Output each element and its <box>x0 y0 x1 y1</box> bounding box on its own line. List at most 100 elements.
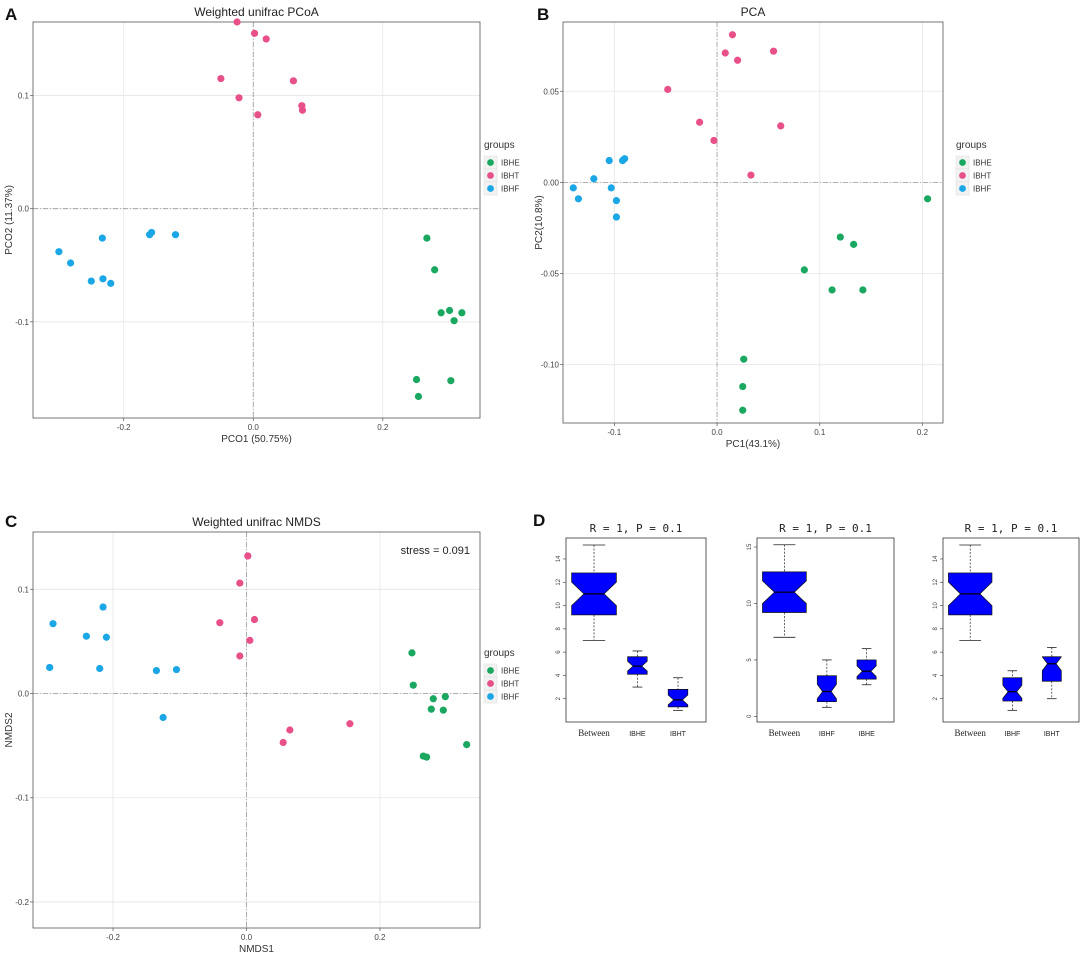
legend-swatch-ibht <box>487 172 494 179</box>
x-axis-label: PCO1 (50.75%) <box>221 434 292 445</box>
y-tick-label: 12 <box>933 578 939 585</box>
legend-swatch-ibht <box>487 680 494 687</box>
point-ibht <box>233 18 241 26</box>
panel-letter: B <box>537 5 549 24</box>
x-tick-label: -0.1 <box>607 428 621 437</box>
legend-title: groups <box>956 140 987 151</box>
y-tick-label: 0.1 <box>18 92 30 101</box>
y-tick-label: -0.10 <box>541 361 560 370</box>
legend-label-ibhe: IBHE <box>973 159 992 168</box>
point-ibht <box>279 738 287 747</box>
category-label: IBHT <box>1044 731 1061 738</box>
y-axis-label: PC2(10.8%) <box>534 195 545 249</box>
y-tick-label: 6 <box>556 650 562 654</box>
point-ibhe <box>412 375 421 384</box>
legend-label-ibhe: IBHE <box>501 667 520 676</box>
point-ibht <box>695 118 704 126</box>
point-ibht <box>664 85 672 94</box>
point-ibhf <box>99 275 107 283</box>
y-tick-label: -0.1 <box>15 794 29 803</box>
point-ibhf <box>46 663 54 672</box>
category-label: IBHT <box>670 731 687 738</box>
point-ibhf <box>107 279 115 287</box>
panel-letter: C <box>5 512 17 531</box>
point-ibht <box>217 74 225 83</box>
box-ibhe <box>856 659 877 680</box>
point-ibhe <box>427 705 435 713</box>
y-tick-label: 10 <box>933 602 939 609</box>
legend-label-ibhe: IBHE <box>501 159 520 168</box>
category-label: IBHF <box>1004 731 1020 738</box>
y-tick-label: 4 <box>933 673 939 677</box>
point-ibht <box>235 94 243 102</box>
boxplot-frame <box>942 537 1080 723</box>
point-ibht <box>236 652 244 660</box>
legend-swatch-ibhf <box>487 693 494 700</box>
point-ibhe <box>423 753 431 761</box>
point-ibhf <box>605 156 613 165</box>
panel-a: A Weighted unifrac PCoA -0.2 0.0 0.2 -0.1 0.0 0… <box>4 5 520 445</box>
point-ibhf <box>49 620 57 628</box>
legend-swatch-ibhe <box>959 159 966 166</box>
point-ibhf <box>607 184 615 192</box>
point-ibhf <box>152 667 161 675</box>
point-ibhf <box>569 184 577 192</box>
y-tick-label: 12 <box>556 578 562 585</box>
panel-letter: D <box>533 511 545 530</box>
boxplot-title: R = 1, P = 0.1 <box>779 522 872 535</box>
point-ibhf <box>159 713 167 722</box>
point-ibht <box>254 111 262 119</box>
point-ibhf <box>55 248 63 256</box>
y-tick-label: 2 <box>556 696 562 700</box>
legend-title: groups <box>484 648 515 659</box>
point-ibht <box>289 77 298 85</box>
point-ibhf <box>171 231 180 239</box>
legend-swatch-ibhf <box>487 185 494 192</box>
point-ibhe <box>739 406 747 414</box>
legend-swatch-ibht <box>959 172 966 179</box>
y-tick-label: 0.00 <box>543 178 559 187</box>
x-tick-label: 0.1 <box>814 428 826 437</box>
y-tick-label: 0.0 <box>18 205 30 214</box>
panel-d2: R = 1, P = 0.1 0 5 10 15 Between IBHF IBHE <box>747 522 895 738</box>
point-ibhf <box>574 195 583 203</box>
panel-c: C Weighted unifrac NMDS -0.2 0.0 0.2 -0.2 -0.1… <box>4 512 520 954</box>
point-ibht <box>298 106 307 114</box>
y-axis-label: NMDS2 <box>4 712 15 747</box>
box-ibhf <box>816 675 837 703</box>
point-ibhf <box>612 213 621 221</box>
category-label: Between <box>769 728 801 738</box>
y-tick-label: 0.1 <box>18 585 30 594</box>
point-ibhe <box>463 740 471 749</box>
point-ibht <box>747 171 755 179</box>
point-ibhf <box>612 197 621 205</box>
y-tick-label: -0.2 <box>15 898 29 907</box>
point-ibht <box>777 122 785 130</box>
x-tick-label: -0.2 <box>117 423 131 432</box>
point-ibhf <box>590 175 598 183</box>
category-label: Between <box>578 728 610 738</box>
y-tick-label: 15 <box>747 543 753 550</box>
point-ibhe <box>441 693 449 701</box>
point-ibhf <box>146 231 154 239</box>
y-tick-label: 8 <box>556 627 562 631</box>
y-tick-label: 5 <box>747 658 753 662</box>
y-tick-label: -0.05 <box>541 270 560 279</box>
y-tick-label: 0 <box>747 714 753 718</box>
legend-label-ibht: IBHT <box>501 172 519 181</box>
y-axis-label: PCO2 (11.37%) <box>4 185 15 255</box>
x-axis-label: PC1(43.1%) <box>726 439 780 450</box>
point-ibht <box>286 726 294 734</box>
point-ibht <box>250 615 259 624</box>
point-ibht <box>728 31 737 39</box>
x-tick-label: 0.2 <box>377 423 389 432</box>
point-ibht <box>236 579 244 587</box>
y-tick-label: 2 <box>933 696 939 700</box>
boxplot-frame <box>756 537 895 723</box>
point-ibhf <box>98 234 106 242</box>
legend-label-ibhf: IBHF <box>973 185 991 194</box>
point-ibhe <box>431 266 439 274</box>
point-ibht <box>250 29 259 37</box>
point-ibhf <box>618 156 627 165</box>
y-tick-label: 0.05 <box>543 87 559 96</box>
